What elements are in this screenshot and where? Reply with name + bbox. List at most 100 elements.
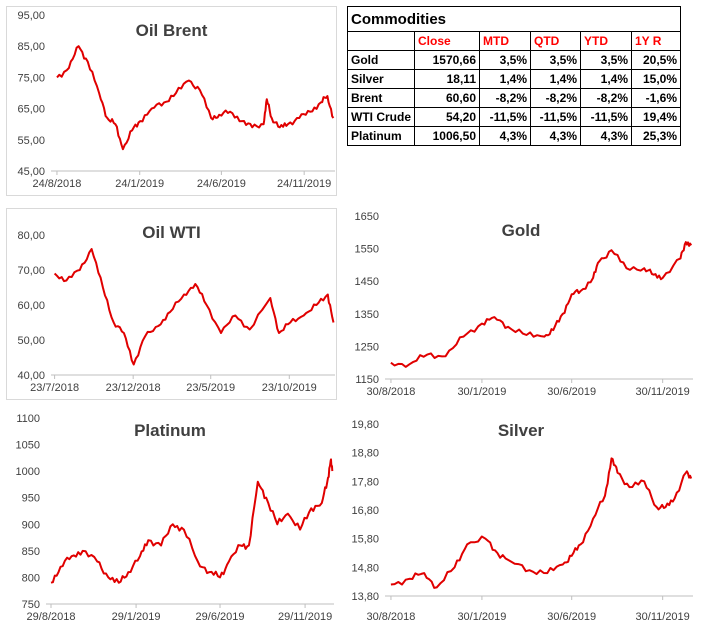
oil-brent-chart: Oil Brent 45,00 55,00 65,00 75,00 85,00 95,00… (6, 6, 337, 196)
table-title-row: Commodities (347, 6, 681, 32)
x-tick-label: 23/7/2018 (30, 382, 79, 394)
x-tick-label: 30/11/2019 (636, 611, 690, 623)
table-cell: 3,5% (479, 50, 531, 70)
table-cell: -11,5% (530, 107, 581, 127)
table-cell: Brent (347, 88, 415, 108)
platinum-chart: Platinum 750 800 850 900 950 1000 1050 1100 29/8… (0, 408, 340, 637)
y-tick-label: 55,00 (17, 135, 45, 147)
y-tick-label: 850 (22, 546, 40, 558)
table-cell: -1,6% (631, 88, 681, 108)
table-cell: 25,3% (631, 126, 681, 146)
series-line (390, 241, 693, 368)
silver-chart: Silver 13,80 14,80 15,80 16,80 17,80 18,80 19,… (343, 408, 699, 637)
table-cell: -8,2% (530, 88, 581, 108)
table-cell: 1,4% (530, 69, 581, 89)
table-row: Gold 1570,66 3,5% 3,5% 3,5% 20,5% (347, 50, 681, 70)
column-header (347, 31, 415, 51)
y-tick-label: 800 (22, 572, 40, 584)
table-cell: 3,5% (530, 50, 581, 70)
table-header-row: Close MTD QTD YTD 1Y R (347, 31, 681, 51)
table-cell: Silver (347, 69, 415, 89)
y-tick-label: 15,80 (351, 534, 379, 546)
oil-wti-chart: Oil WTI 40,00 50,00 60,00 70,00 80,00 23/7/20… (6, 208, 337, 400)
y-tick-label: 85,00 (17, 41, 45, 53)
table-title: Commodities (347, 6, 681, 32)
table-row: Platinum 1006,50 4,3% 4,3% 4,3% 25,3% (347, 126, 681, 146)
x-tick-label: 24/8/2018 (32, 178, 81, 190)
table-cell: -11,5% (580, 107, 632, 127)
gold-chart: Gold 1150 1250 1350 1450 1550 1650 30/8/2018 30… (343, 208, 699, 403)
chart-title: Gold (501, 221, 541, 240)
x-tick-label: 29/11/2019 (278, 611, 332, 623)
table-cell: -8,2% (479, 88, 531, 108)
y-tick-label: 950 (22, 493, 40, 505)
y-tick-label: 1350 (355, 309, 379, 321)
x-tick-label: 29/8/2018 (27, 611, 76, 623)
table-cell: 4,3% (479, 126, 531, 146)
y-tick-label: 1550 (355, 244, 379, 256)
y-tick-label: 17,80 (351, 476, 379, 488)
table-cell: 1006,50 (414, 126, 480, 146)
y-tick-label: 75,00 (17, 72, 45, 84)
series-line (56, 45, 335, 151)
table-row: Brent 60,60 -8,2% -8,2% -8,2% -1,6% (347, 88, 681, 108)
table-cell: 3,5% (580, 50, 632, 70)
table-cell: Platinum (347, 126, 415, 146)
y-tick-label: 50,00 (17, 335, 45, 347)
x-tick-label: 30/6/2019 (547, 386, 596, 398)
y-tick-label: 1250 (355, 341, 379, 353)
table-cell: -8,2% (580, 88, 632, 108)
x-tick-label: 30/8/2018 (366, 611, 415, 623)
chart-title: Oil WTI (142, 223, 201, 242)
column-header: YTD (580, 31, 632, 51)
y-tick-label: 70,00 (17, 265, 45, 277)
y-tick-label: 65,00 (17, 104, 45, 116)
chart-title: Platinum (134, 421, 206, 440)
series-line (50, 458, 334, 584)
y-tick-label: 1650 (355, 211, 379, 223)
x-tick-label: 24/11/2019 (277, 178, 331, 190)
table-cell: 4,3% (530, 126, 581, 146)
chart-plot: 1150 1250 1350 1450 1550 1650 30/8/2018 30/1/20… (355, 211, 693, 398)
x-tick-label: 23/5/2019 (186, 382, 235, 394)
table-cell: 20,5% (631, 50, 681, 70)
chart-plot: 750 800 850 900 950 1000 1050 1100 29/8/2018 29/1… (16, 413, 334, 623)
y-tick-label: 45,00 (17, 166, 45, 178)
y-tick-label: 16,80 (351, 505, 379, 517)
commodities-table: Commodities Close MTD QTD YTD 1Y R Gold … (347, 6, 681, 146)
column-header: 1Y R (631, 31, 681, 51)
table-cell: 4,3% (580, 126, 632, 146)
x-tick-label: 30/1/2019 (457, 386, 506, 398)
series-line (53, 248, 335, 366)
x-tick-label: 30/11/2019 (636, 386, 690, 398)
y-tick-label: 1450 (355, 276, 379, 288)
table-cell: 18,11 (414, 69, 480, 89)
y-tick-label: 900 (22, 519, 40, 531)
chart-title: Oil Brent (135, 21, 208, 40)
x-tick-label: 23/10/2019 (262, 382, 317, 394)
y-tick-label: 13,80 (351, 591, 379, 603)
chart-title: Silver (497, 421, 545, 440)
x-tick-label: 23/12/2018 (106, 382, 161, 394)
y-tick-label: 1150 (355, 374, 379, 386)
y-tick-label: 14,80 (351, 562, 379, 574)
table-row: Silver 18,11 1,4% 1,4% 1,4% 15,0% (347, 69, 681, 89)
table-cell: -11,5% (479, 107, 531, 127)
table-cell: 60,60 (414, 88, 480, 108)
x-tick-label: 30/8/2018 (366, 386, 415, 398)
y-tick-label: 750 (22, 599, 40, 611)
y-tick-label: 19,80 (351, 419, 379, 431)
table-cell: 1570,66 (414, 50, 480, 70)
y-tick-label: 1100 (16, 413, 40, 425)
table-row: WTI Crude 54,20 -11,5% -11,5% -11,5% 19,… (347, 107, 681, 127)
x-tick-label: 29/6/2019 (196, 611, 245, 623)
series-line (390, 457, 693, 589)
y-tick-label: 1050 (16, 440, 40, 452)
table-cell: 54,20 (414, 107, 480, 127)
chart-plot: 40,00 50,00 60,00 70,00 80,00 23/7/2018 23/12/… (17, 230, 335, 394)
table-cell: 1,4% (580, 69, 632, 89)
table-cell: Gold (347, 50, 415, 70)
column-header: Close (414, 31, 480, 51)
y-tick-label: 18,80 (351, 448, 379, 460)
chart-plot: 13,80 14,80 15,80 16,80 17,80 18,80 19,80 30/8/… (351, 419, 693, 623)
